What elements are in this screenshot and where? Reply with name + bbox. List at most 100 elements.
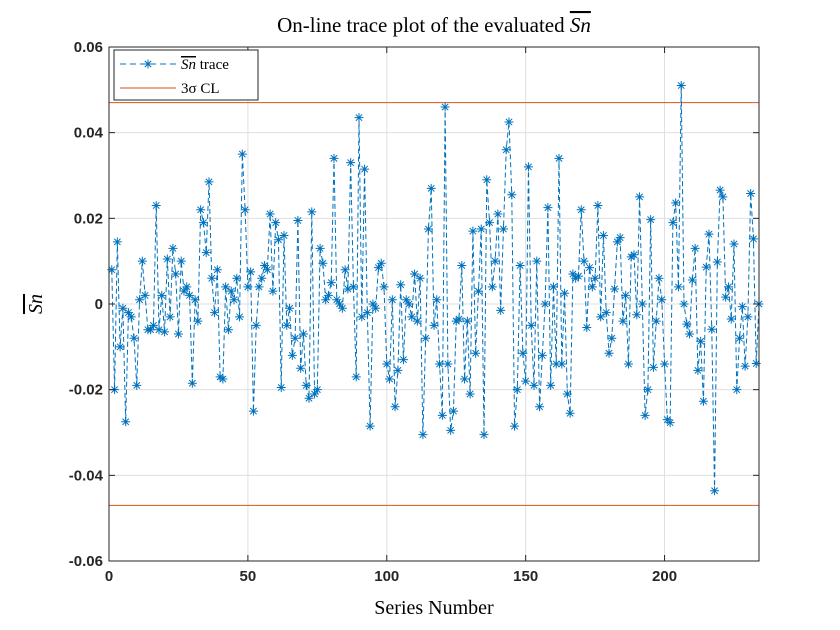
asterisk-marker [598, 230, 608, 240]
asterisk-marker [323, 290, 333, 300]
asterisk-marker [282, 320, 292, 330]
asterisk-marker [276, 383, 286, 393]
asterisk-marker [307, 207, 317, 217]
asterisk-marker [718, 192, 728, 202]
asterisk-marker [485, 218, 495, 228]
chart-title-prefix: On-line trace plot of the evaluated [277, 13, 570, 37]
asterisk-marker [679, 299, 689, 309]
asterisk-marker [137, 256, 147, 266]
asterisk-marker [648, 362, 658, 372]
asterisk-marker [612, 237, 622, 247]
x-tick-label: 50 [240, 568, 257, 585]
asterisk-marker [435, 359, 445, 369]
asterisk-marker [112, 237, 122, 247]
asterisk-marker [568, 269, 578, 279]
asterisk-marker [265, 209, 275, 219]
asterisk-marker [693, 365, 703, 375]
asterisk-marker [315, 243, 325, 253]
asterisk-marker [148, 320, 158, 330]
trace-line [111, 85, 760, 491]
asterisk-marker [329, 153, 339, 163]
asterisk-marker [743, 312, 753, 322]
asterisk-marker [532, 256, 542, 266]
asterisk-marker [290, 333, 300, 343]
asterisk-marker [637, 299, 647, 309]
asterisk-marker [182, 282, 192, 292]
asterisk-marker [726, 314, 736, 324]
asterisk-marker [232, 273, 242, 283]
asterisk-marker [604, 348, 614, 358]
asterisk-marker [504, 117, 514, 127]
y-axis: -0.06 -0.04 -0.02 0 0.02 0.04 0.06 [69, 39, 759, 570]
asterisk-marker [540, 299, 550, 309]
asterisk-marker [521, 376, 531, 386]
asterisk-marker [151, 200, 161, 210]
asterisk-marker [296, 363, 306, 373]
asterisk-marker [510, 421, 520, 431]
x-tick-label: 100 [374, 568, 399, 585]
asterisk-marker [368, 299, 378, 309]
asterisk-marker [437, 410, 447, 420]
asterisk-marker [548, 282, 558, 292]
legend-box [113, 49, 259, 101]
asterisk-marker [332, 295, 342, 305]
asterisk-marker [154, 325, 164, 335]
asterisk-marker [698, 396, 708, 406]
asterisk-marker [607, 333, 617, 343]
asterisk-marker [407, 312, 417, 322]
asterisk-marker [701, 262, 711, 272]
asterisk-marker [193, 316, 203, 326]
asterisk-marker [665, 418, 675, 428]
y-tick-label: 0.06 [74, 39, 103, 56]
asterisk-marker [254, 282, 264, 292]
y-tick-label: -0.04 [69, 467, 104, 484]
asterisk-marker [140, 290, 150, 300]
asterisk-marker [429, 320, 439, 330]
asterisk-marker [473, 286, 483, 296]
asterisk-marker [523, 162, 533, 172]
legend-trace-symbol: Sn [181, 57, 196, 73]
asterisk-marker [418, 430, 428, 440]
asterisk-marker [257, 273, 267, 283]
asterisk-marker [518, 348, 528, 358]
asterisk-marker [132, 380, 142, 390]
asterisk-marker [343, 284, 353, 294]
asterisk-marker [529, 380, 539, 390]
legend-trace-marker [143, 59, 153, 69]
asterisk-marker [632, 310, 642, 320]
asterisk-marker [590, 273, 600, 283]
asterisk-marker [557, 359, 567, 369]
asterisk-marker [240, 205, 250, 215]
asterisk-marker [710, 486, 720, 496]
asterisk-marker [298, 329, 308, 339]
asterisk-marker [271, 218, 281, 228]
asterisk-marker [179, 286, 189, 296]
asterisk-marker [543, 203, 553, 213]
asterisk-marker [657, 295, 667, 305]
asterisk-marker [462, 316, 472, 326]
asterisk-marker [646, 215, 656, 225]
asterisk-marker [440, 102, 450, 112]
asterisk-marker [157, 290, 167, 300]
asterisk-marker [715, 185, 725, 195]
asterisk-marker [704, 229, 714, 239]
asterisk-marker [471, 348, 481, 358]
y-tick-label: 0 [95, 296, 103, 313]
asterisk-marker [168, 243, 178, 253]
asterisk-marker [229, 295, 239, 305]
asterisk-marker [304, 393, 314, 403]
asterisk-marker [487, 282, 497, 292]
asterisk-marker [551, 359, 561, 369]
asterisk-marker [385, 374, 395, 384]
asterisk-marker [346, 158, 356, 168]
asterisk-marker [654, 273, 664, 283]
asterisk-marker [121, 417, 131, 427]
y-tick-label: -0.06 [69, 553, 103, 570]
asterisk-marker [748, 234, 758, 244]
asterisk-marker [382, 359, 392, 369]
asterisk-marker [412, 316, 422, 326]
asterisk-marker [115, 342, 125, 352]
asterisk-marker [268, 286, 278, 296]
legend: Sn trace 3σ CL [113, 49, 259, 101]
